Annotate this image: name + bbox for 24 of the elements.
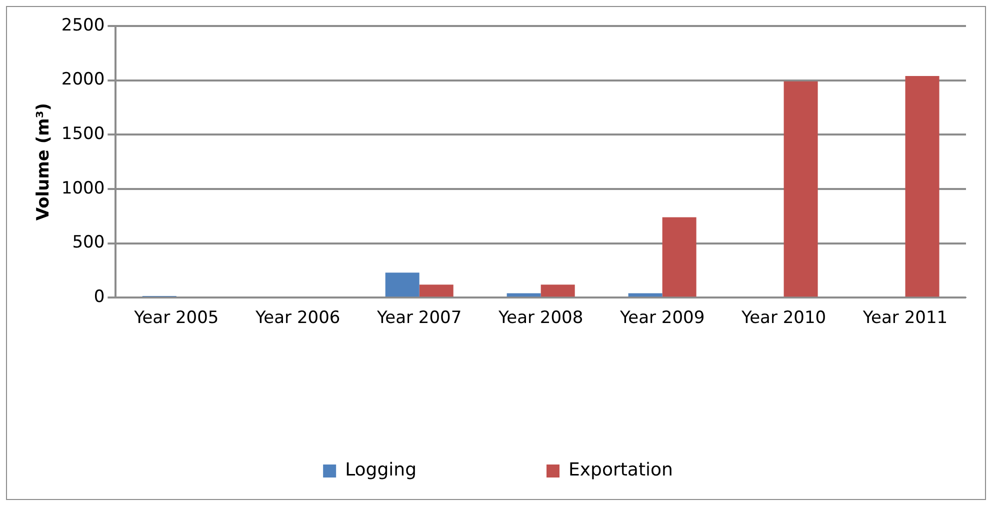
bar — [784, 81, 818, 297]
legend-label: Logging — [345, 460, 416, 481]
bar — [385, 272, 420, 297]
x-tick-label: Year 2008 — [497, 308, 584, 328]
bar — [419, 284, 454, 297]
x-tick-label: Year 2006 — [254, 308, 340, 328]
bar — [662, 217, 696, 297]
y-tick-label: 1000 — [61, 178, 105, 198]
x-tick-label: Year 2011 — [862, 308, 948, 328]
y-tick-label: 2500 — [61, 15, 105, 36]
legend-label: Exportation — [568, 460, 673, 481]
x-tick-label: Year 2005 — [133, 308, 219, 328]
bar — [628, 293, 662, 297]
x-tick-label: Year 2009 — [618, 308, 705, 328]
y-tick-label: 2000 — [61, 70, 105, 90]
x-tick-label: Year 2010 — [740, 308, 826, 328]
bar — [905, 76, 940, 297]
y-tick-label: 0 — [94, 287, 105, 308]
bar — [540, 284, 575, 297]
y-tick-label: 1500 — [61, 124, 105, 144]
y-tick-label: 500 — [72, 232, 105, 253]
x-tick-label: Year 2007 — [376, 308, 462, 328]
y-axis-title: Volume (m³) — [34, 102, 54, 221]
bar — [506, 293, 541, 297]
